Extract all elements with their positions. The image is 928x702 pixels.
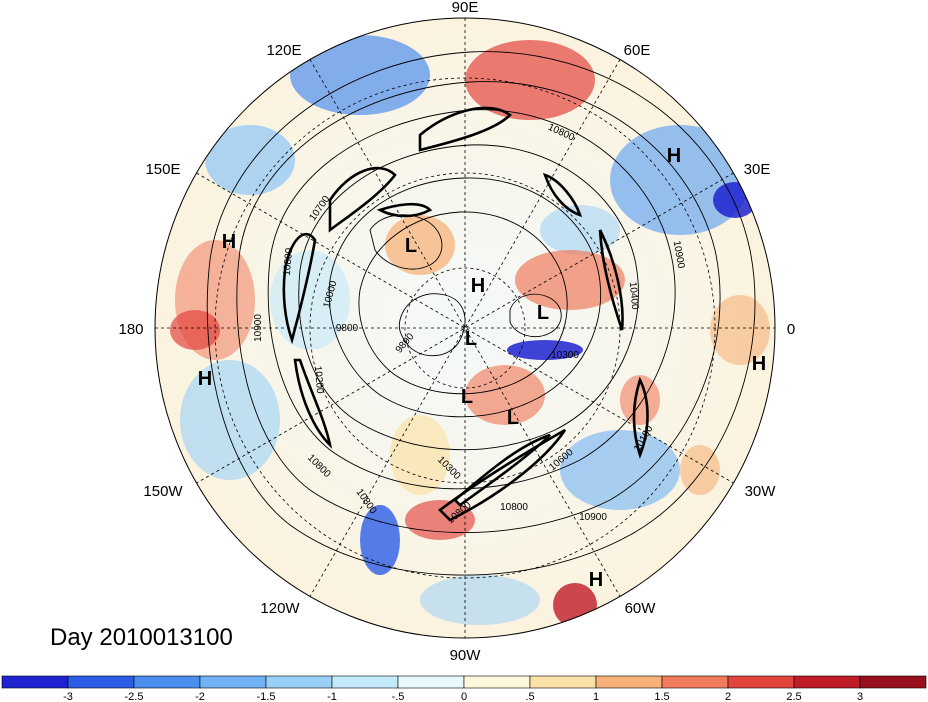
colorbar-tick-label: -2 (195, 691, 205, 702)
lon-label: 0 (787, 321, 795, 338)
lon-label: 30W (745, 483, 777, 500)
colorbar-swatch (463, 675, 531, 689)
lon-label: 150E (145, 161, 180, 178)
colorbar-tick-label: -1.5 (257, 691, 276, 702)
lon-label: 60W (625, 600, 657, 617)
day-label: Day 2010013100 (50, 624, 233, 651)
contour-label: 10800 (500, 502, 528, 513)
lon-label: 120W (260, 600, 300, 617)
map-boundary (154, 17, 776, 639)
colorbar-swatch (1, 675, 69, 689)
low-pressure-center: L (507, 407, 519, 429)
low-pressure-center: L (405, 235, 417, 257)
colorbar-tick-label: -3 (63, 691, 73, 702)
high-pressure-center: H (752, 353, 766, 375)
low-pressure-center: L (537, 302, 549, 324)
colorbar-tick-label: 0 (461, 691, 467, 702)
colorbar: -3 -2.5 -2 -1.5 -1 -.5 0 .5 1 1.5 2 2.5 3 (1, 675, 927, 702)
colorbar-swatch (661, 675, 729, 689)
colorbar-tick-label: 1.5 (654, 691, 669, 702)
lon-label: 180 (118, 321, 143, 338)
high-pressure-center: H (667, 145, 681, 167)
colorbar-tick-label: 3 (857, 691, 863, 702)
colorbar-swatch (133, 675, 201, 689)
contour-label: 10800 (282, 247, 295, 276)
lon-label: 90E (452, 0, 479, 16)
colorbar-swatch (793, 675, 861, 689)
graticule (155, 18, 775, 638)
colorbar-swatch (727, 675, 795, 689)
colorbar-swatch (67, 675, 135, 689)
low-pressure-center: L (461, 386, 473, 408)
contour-label: 10900 (671, 240, 687, 270)
colorbar-tick-label: 1 (593, 691, 599, 702)
colorbar-tick-label: 2.5 (786, 691, 801, 702)
colorbar-swatch (265, 675, 333, 689)
contour-label: 10900 (579, 512, 607, 523)
colorbar-tick-label: -1 (327, 691, 337, 702)
lon-label: 30E (744, 161, 771, 178)
contour-label: 10900 (253, 314, 264, 342)
colorbar-tick-label: 2 (725, 691, 731, 702)
colorbar-tick-label: -2.5 (125, 691, 144, 702)
colorbar-swatch (397, 675, 465, 689)
colorbar-tick-label: .5 (525, 691, 534, 702)
low-pressure-center: L (465, 328, 477, 350)
colorbar-tick-label: -.5 (392, 691, 405, 702)
colorbar-swatch (331, 675, 399, 689)
lon-label: 120E (266, 42, 301, 59)
lon-label: 90W (450, 647, 482, 664)
jet-contours (282, 106, 649, 522)
pressure-centers: H H H H H H L L L L L (198, 145, 766, 591)
contour-label: 10400 (627, 281, 640, 310)
high-pressure-center: H (198, 368, 212, 390)
colorbar-swatch (595, 675, 663, 689)
longitude-labels: 90E 60E 30E 0 30W 60W 90W 120W 150W 180 … (118, 0, 795, 664)
colorbar-swatch (859, 675, 927, 689)
lon-label: 60E (624, 42, 651, 59)
colorbar-swatch (199, 675, 267, 689)
contour-label: 10200 (312, 365, 325, 394)
high-pressure-center: H (589, 569, 603, 591)
high-pressure-center: H (471, 275, 485, 297)
colorbar-swatch (529, 675, 597, 689)
contour-label: 9800 (336, 323, 359, 334)
high-pressure-center: H (222, 231, 236, 253)
lon-label: 150W (143, 483, 183, 500)
contour-label: 10300 (551, 350, 579, 361)
height-contours (206, 51, 756, 576)
